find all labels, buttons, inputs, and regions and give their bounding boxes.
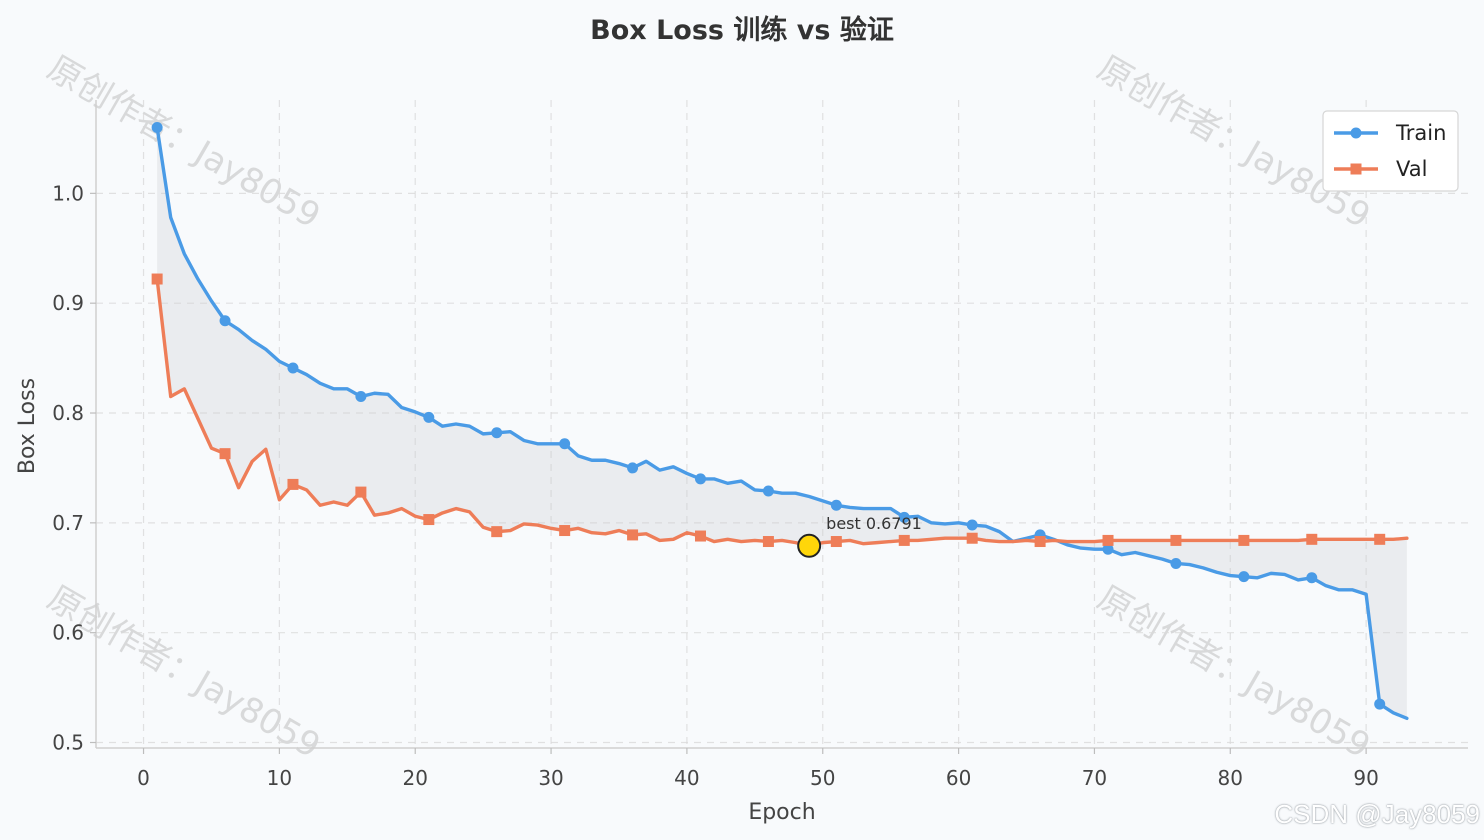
y-tick-label-0.9: 0.9	[52, 291, 84, 315]
train-point-11	[287, 362, 299, 374]
x-tick-label-90: 90	[1353, 766, 1378, 790]
train-point-36	[627, 462, 639, 474]
legend-label-val: Val	[1396, 157, 1427, 181]
fill-between-area	[157, 127, 1407, 719]
val-point-11	[287, 478, 299, 490]
legend-swatch-marker-train	[1350, 127, 1362, 139]
train-point-46	[762, 485, 774, 497]
x-tick-label-40: 40	[674, 766, 699, 790]
val-point-86	[1306, 533, 1318, 545]
val-point-76	[1170, 534, 1182, 546]
x-tick-label-10: 10	[267, 766, 292, 790]
train-point-91	[1374, 698, 1386, 710]
val-point-56	[898, 534, 910, 546]
y-tick-label-0.8: 0.8	[52, 401, 84, 425]
val-point-41	[694, 530, 706, 542]
x-axis-label: Epoch	[748, 800, 815, 825]
train-point-56	[898, 511, 910, 523]
val-point-26	[491, 526, 503, 538]
val-point-21	[423, 514, 435, 526]
axes: 0 10 20 30 40 50 60 70 80 90 0.5 0.6 0.7 0.8 0.9 1.0	[52, 100, 1468, 790]
train-point-26	[491, 427, 503, 439]
watermark-4: 原创作者：Jay8059	[1091, 578, 1377, 766]
train-point-16	[355, 391, 367, 403]
x-tick-label-80: 80	[1218, 766, 1243, 790]
x-tick-label-60: 60	[946, 766, 971, 790]
y-tick-label-0.6: 0.6	[52, 621, 84, 645]
legend: Train Val	[1322, 110, 1459, 192]
train-point-1	[151, 121, 163, 133]
val-point-1	[151, 273, 163, 285]
val-point-51	[830, 536, 842, 548]
val-point-66	[1034, 536, 1046, 548]
val-point-16	[355, 486, 367, 498]
train-point-71	[1102, 543, 1114, 555]
train-point-21	[423, 411, 435, 423]
val-point-36	[627, 529, 639, 541]
val-point-61	[966, 532, 978, 544]
train-point-86	[1306, 572, 1318, 584]
val-point-81	[1238, 534, 1250, 546]
csdn-credit: CSDN @Jay8059	[1274, 799, 1480, 829]
series-line-val	[155, 277, 1409, 548]
val-point-46	[762, 536, 774, 548]
val-point-6	[219, 448, 231, 460]
train-point-41	[694, 473, 706, 485]
x-tick-label-30: 30	[538, 766, 563, 790]
y-tick-label-1: 1.0	[52, 181, 84, 205]
train-point-51	[830, 499, 842, 511]
annotation-layer: best 0.6791	[797, 514, 922, 558]
train-point-6	[219, 315, 231, 327]
grid	[96, 100, 1468, 748]
best-annotation-label: best 0.6791	[826, 514, 922, 533]
series-layer	[151, 121, 1409, 721]
watermark-1: 原创作者：Jay8059	[41, 48, 327, 236]
legend-swatch-marker-val	[1350, 163, 1362, 175]
fill-between-train-val	[157, 127, 1407, 719]
x-tick-label-20: 20	[403, 766, 428, 790]
train-point-61	[966, 519, 978, 531]
x-tick-label-50: 50	[810, 766, 835, 790]
val-point-31	[559, 525, 571, 537]
train-point-81	[1238, 571, 1250, 583]
y-tick-label-0.5: 0.5	[52, 731, 84, 755]
y-tick-label-0.7: 0.7	[52, 511, 84, 535]
train-point-76	[1170, 557, 1182, 569]
y-axis-label: Box Loss	[15, 378, 40, 474]
val-point-91	[1374, 533, 1386, 545]
x-tick-label-70: 70	[1082, 766, 1107, 790]
legend-label-train: Train	[1395, 121, 1446, 145]
val-point-71	[1102, 534, 1114, 546]
best-marker	[797, 533, 822, 558]
x-tick-label-0: 0	[137, 766, 150, 790]
train-point-31	[559, 438, 571, 450]
chart-title: Box Loss 训练 vs 验证	[590, 14, 894, 46]
